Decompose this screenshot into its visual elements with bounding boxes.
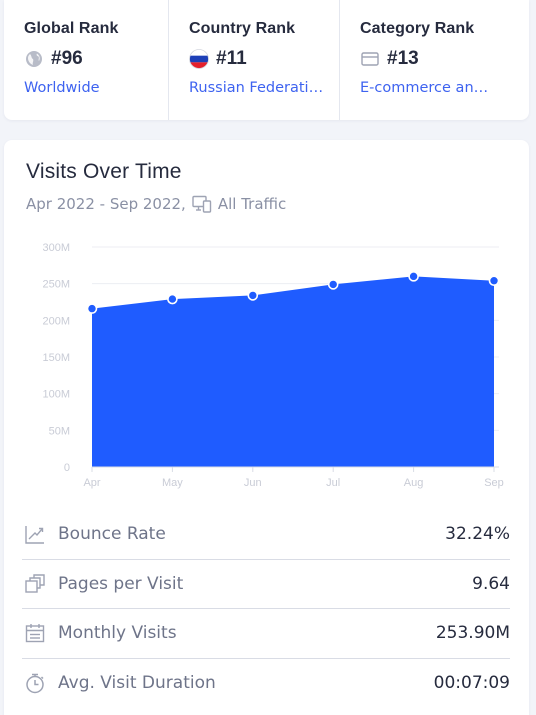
chart-point[interactable] — [488, 275, 500, 287]
chart-point[interactable] — [167, 293, 178, 305]
metric-avg-visit-duration: Avg. Visit Duration 00:07:09 — [22, 659, 510, 709]
pages-icon — [24, 573, 46, 595]
category-rank-title: Category Rank — [360, 20, 475, 37]
visits-chart: 0 50M 100M 150M 200M 250M 300M Apr May Jun Jul Aug… — [42, 242, 504, 489]
chart-points — [86, 271, 500, 314]
chart-y-tick-label: 250M — [42, 279, 70, 291]
metric-label: Bounce Rate — [58, 524, 166, 545]
category-icon — [360, 49, 380, 69]
visits-title: Visits Over Time — [26, 160, 182, 183]
calendar-icon — [24, 622, 46, 644]
chart-x-tick-label: Aug — [404, 477, 424, 489]
visits-card: Visits Over Time Apr 2022 - Sep 2022, Al… — [4, 140, 529, 715]
country-rank-link[interactable]: Russian Federati… — [189, 80, 324, 96]
chart-y-tick-label: 200M — [42, 315, 70, 327]
globe-icon — [24, 49, 44, 69]
chart-x-tick-label: Apr — [83, 477, 100, 489]
chart-point[interactable] — [86, 303, 98, 314]
metrics-list: Bounce Rate 32.24% Pages per Visit 9.64 — [22, 510, 510, 708]
metric-label: Avg. Visit Duration — [58, 673, 216, 694]
chart-x-tick-label: May — [162, 477, 183, 489]
metric-value: 00:07:09 — [433, 673, 510, 694]
rank-card: Global Rank #96 Worldwide Country Rank — [4, 0, 529, 120]
metric-label: Monthly Visits — [58, 623, 177, 644]
metric-value: 253.90M — [435, 623, 510, 644]
country-rank-title: Country Rank — [189, 20, 296, 37]
category-rank-link[interactable]: E-commerce an… — [360, 80, 489, 96]
chart-x-tick-label: Sep — [484, 477, 504, 489]
country-rank: Country Rank #11 Russian Federati… — [168, 0, 339, 120]
russia-flag-icon — [189, 49, 209, 69]
timer-icon — [24, 672, 46, 694]
chart-area-series — [92, 276, 494, 467]
bounce-rate-icon — [24, 523, 46, 545]
chart-y-tick-label: 50M — [49, 425, 70, 437]
metric-monthly-visits: Monthly Visits 253.90M — [22, 609, 510, 659]
chart-point[interactable] — [247, 290, 259, 301]
visits-subtitle: Apr 2022 - Sep 2022, All Traffic — [26, 195, 286, 213]
global-rank-title: Global Rank — [24, 20, 119, 37]
metric-value: 32.24% — [445, 524, 510, 545]
chart-point[interactable] — [408, 271, 419, 282]
metric-value: 9.64 — [472, 573, 510, 594]
chart-x-tick-label: Jun — [244, 477, 262, 489]
chart-x-axis: Apr May Jun Jul Aug Sep — [83, 466, 504, 489]
chart-area-layer — [92, 276, 494, 467]
visits-period: Apr 2022 - Sep 2022, — [26, 195, 186, 213]
metric-label: Pages per Visit — [58, 573, 184, 594]
metric-bounce-rate: Bounce Rate 32.24% — [22, 510, 510, 560]
devices-icon — [192, 195, 212, 213]
chart-y-labels: 0 50M 100M 150M 200M 250M 300M — [42, 242, 70, 474]
chart-point[interactable] — [327, 279, 339, 290]
metric-pages-per-visit: Pages per Visit 9.64 — [22, 560, 510, 609]
country-rank-value: #11 — [216, 48, 247, 69]
global-rank-value: #96 — [51, 48, 83, 69]
chart-x-tick-label: Jul — [326, 477, 340, 489]
global-rank-link[interactable]: Worldwide — [24, 80, 100, 96]
chart-y-tick-label: 100M — [42, 389, 70, 401]
category-rank: Category Rank #13 E-commerce an… — [339, 0, 529, 120]
traffic-type: All Traffic — [217, 195, 287, 213]
chart-y-tick-label: 0 — [64, 462, 70, 474]
chart-y-tick-label: 150M — [42, 352, 70, 364]
chart-y-tick-label: 300M — [42, 242, 70, 254]
global-rank: Global Rank #96 Worldwide — [4, 0, 168, 120]
category-rank-value: #13 — [387, 48, 419, 69]
